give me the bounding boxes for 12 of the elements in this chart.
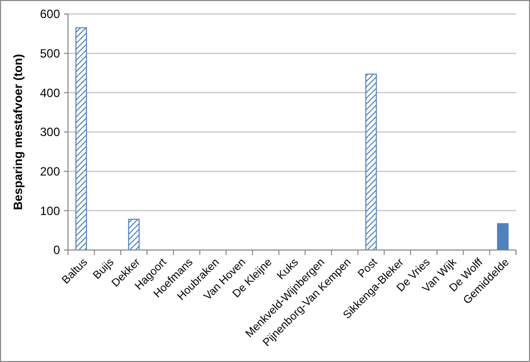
y-tick-label: 0 (53, 243, 60, 258)
y-axis-title: Besparing mestafvoer (ton) (11, 54, 25, 210)
bar (497, 223, 509, 250)
y-tick-label: 200 (40, 164, 60, 179)
y-tick-label: 600 (40, 7, 60, 22)
bar (75, 27, 87, 250)
y-tick-label: 500 (40, 46, 60, 61)
bar (128, 218, 140, 250)
bar (365, 74, 377, 250)
y-tick-label: 400 (40, 86, 60, 100)
y-tick-label: 100 (40, 204, 60, 218)
y-tick-label: 300 (40, 125, 60, 140)
